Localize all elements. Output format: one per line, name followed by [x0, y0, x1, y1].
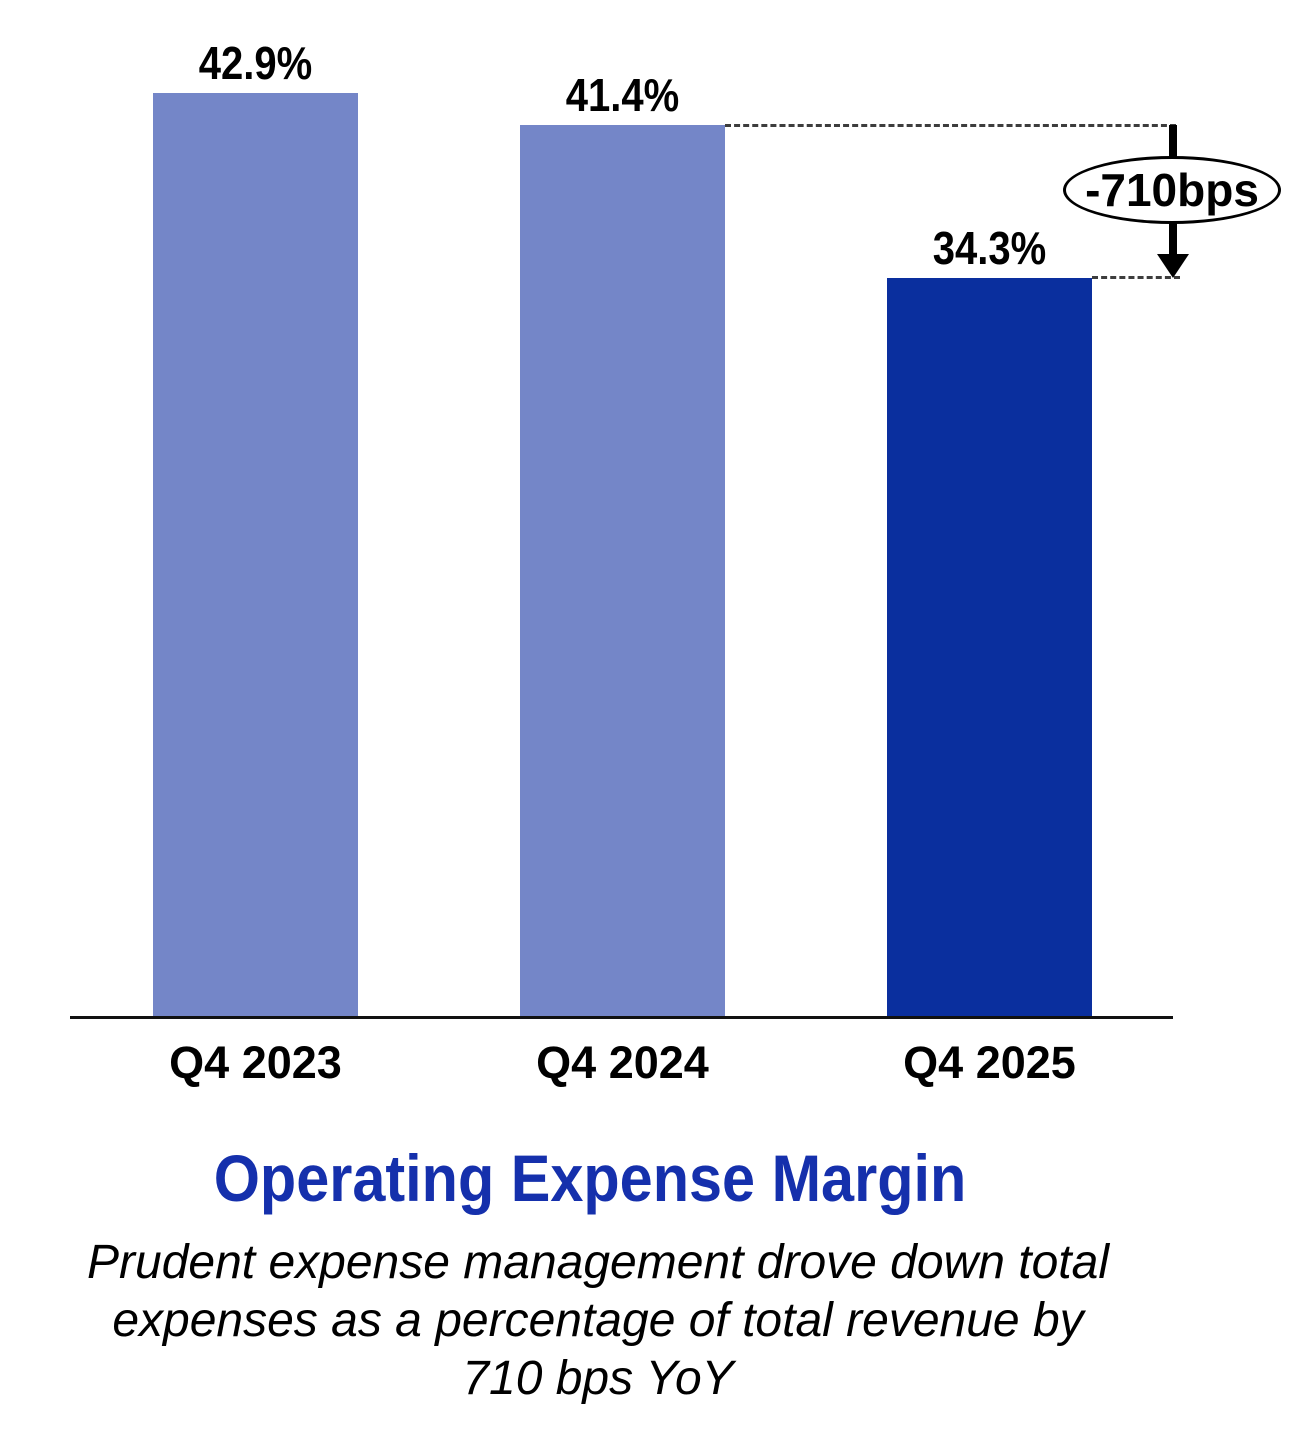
reference-line-q4-2024-level [725, 124, 1176, 127]
reference-line-q4-2025-level [1092, 276, 1180, 279]
bar-q4-2025 [887, 278, 1092, 1016]
value-label-q4-2023: 42.9% [198, 37, 313, 89]
chart-subtitle-line-3: 710 bps YoY [462, 1352, 734, 1405]
chart-subtitle: Prudent expense management drove down to… [0, 1234, 1196, 1408]
x-label-q4-2025: Q4 2025 [903, 1037, 1076, 1088]
value-label-q4-2025: 34.3% [932, 222, 1047, 274]
decline-arrow-head-icon [1157, 254, 1189, 278]
delta-bps-label: -710bps [1085, 164, 1259, 216]
x-label-q4-2023: Q4 2023 [169, 1037, 342, 1088]
chart-subtitle-line-1: Prudent expense management drove down to… [87, 1236, 1109, 1289]
chart-subtitle-line-2: expenses as a percentage of total revenu… [112, 1294, 1084, 1347]
value-label-q4-2024: 41.4% [565, 69, 680, 121]
x-label-q4-2024: Q4 2024 [536, 1037, 709, 1088]
bar-q4-2024 [520, 125, 725, 1016]
bar-q4-2023 [153, 93, 358, 1016]
x-axis-line [70, 1016, 1173, 1019]
delta-bps-badge: -710bps [1063, 156, 1281, 224]
chart-title: Operating Expense Margin [213, 1141, 967, 1215]
